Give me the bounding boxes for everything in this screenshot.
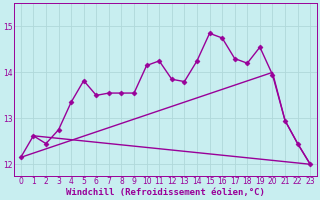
X-axis label: Windchill (Refroidissement éolien,°C): Windchill (Refroidissement éolien,°C) <box>66 188 265 197</box>
